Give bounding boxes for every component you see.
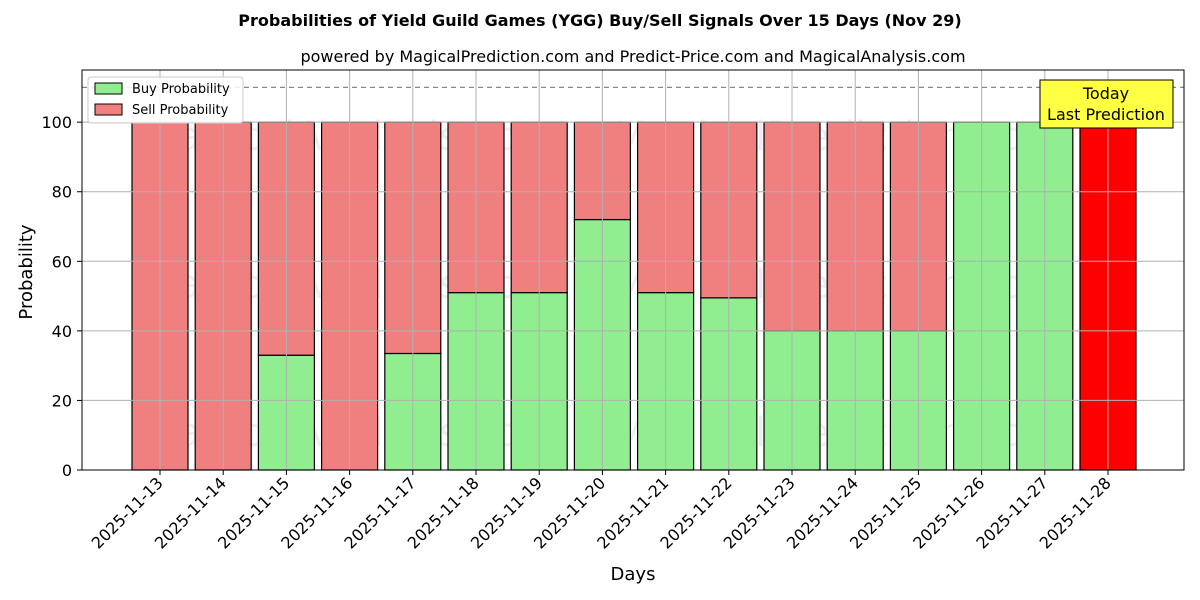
y-axis-label: Probability [16, 224, 37, 319]
legend-label: Buy Probability [132, 82, 230, 97]
y-tick-label: 20 [52, 391, 72, 410]
y-tick-label: 60 [52, 252, 72, 271]
y-tick-label: 80 [52, 183, 72, 202]
chart-title: Probabilities of Yield Guild Games (YGG)… [238, 11, 961, 30]
legend-label: Sell Probability [132, 103, 229, 118]
x-axis-label: Days [611, 564, 656, 585]
annotation-today: Today [1082, 84, 1129, 103]
annotation-last-prediction: Last Prediction [1047, 105, 1165, 124]
y-tick-label: 100 [41, 113, 72, 132]
legend-swatch [94, 103, 123, 116]
y-tick-label: 0 [62, 461, 72, 480]
chart-subtitle: powered by MagicalPrediction.com and Pre… [300, 47, 965, 66]
y-tick-label: 40 [52, 322, 72, 341]
plot-frame [81, 69, 1185, 471]
legend-swatch [94, 82, 123, 95]
legend-box [87, 76, 244, 124]
annotation-box [1039, 79, 1174, 129]
